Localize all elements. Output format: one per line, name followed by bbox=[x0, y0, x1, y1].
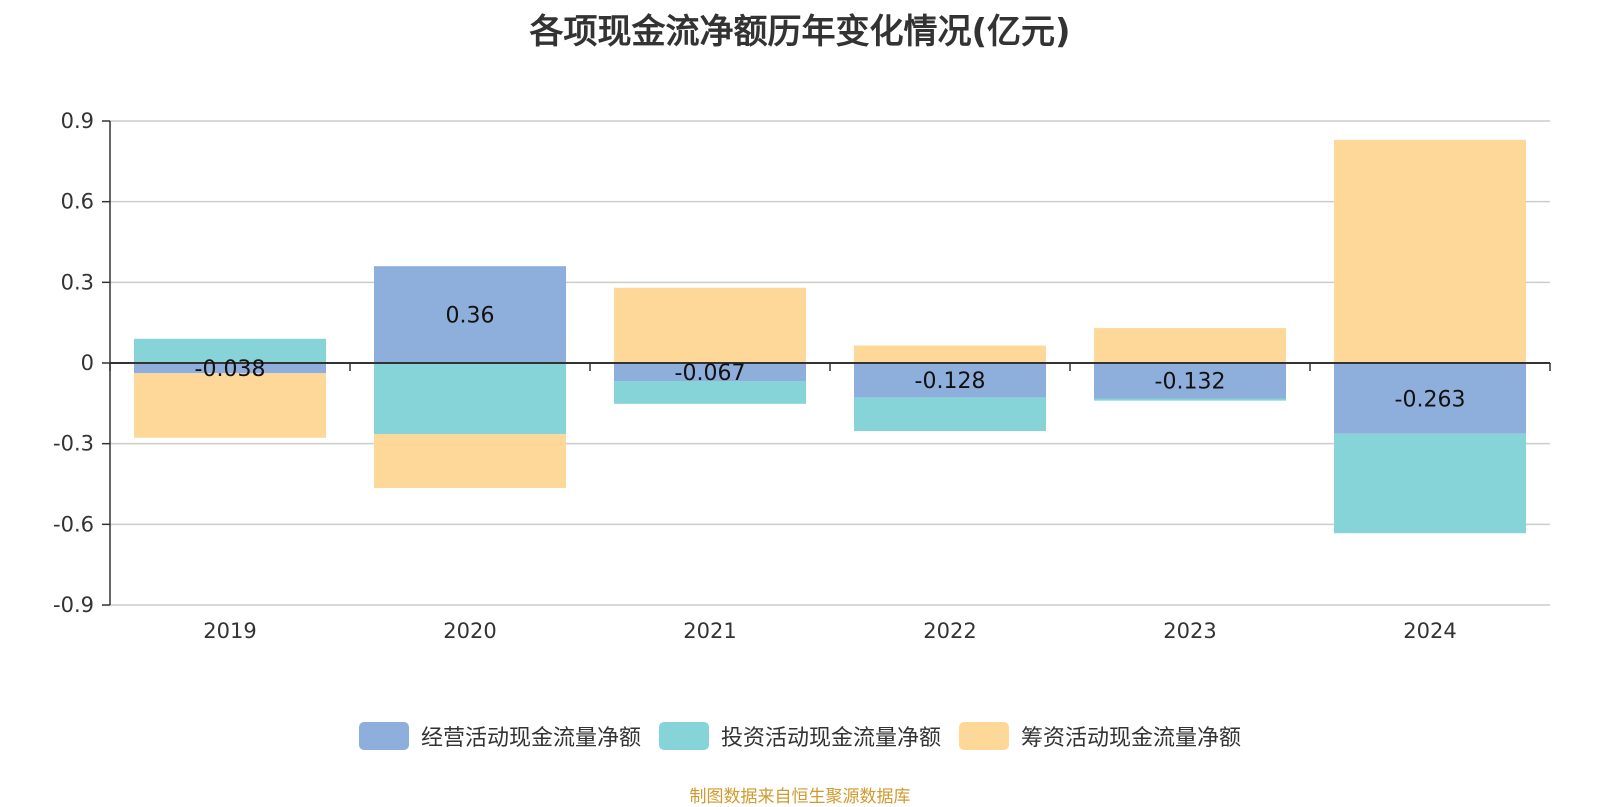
bar-series-1-2020 bbox=[374, 363, 566, 435]
bar-series-1-2022 bbox=[854, 397, 1046, 432]
legend-swatch bbox=[959, 722, 1009, 750]
legend-item-2[interactable]: 筹资活动现金流量净额 bbox=[959, 720, 1241, 752]
data-label-2020: 0.36 bbox=[446, 304, 495, 329]
legend-label: 经营活动现金流量净额 bbox=[420, 726, 641, 751]
bar-series-2-2022 bbox=[854, 345, 1046, 363]
bar-series-2-2023 bbox=[1094, 328, 1286, 363]
data-label-2024: -0.263 bbox=[1395, 387, 1466, 412]
bar-series-0-2023 bbox=[1094, 363, 1286, 399]
bar-series-2-2021 bbox=[614, 287, 806, 363]
bar-series-0-2024 bbox=[1334, 363, 1526, 434]
bar-series-1-2024 bbox=[1334, 433, 1526, 534]
bar-series-2-2019 bbox=[134, 373, 326, 438]
bar-series-0-2021 bbox=[614, 363, 806, 382]
x-tick-label: 2023 bbox=[1163, 619, 1216, 643]
y-tick-label: 0 bbox=[81, 351, 94, 375]
bar-series-0-2019 bbox=[134, 363, 326, 374]
stacked-bar-chart: 0.9 0.6 0.3 0 -0.3 -0.6 -0.9 2019 2020 2021 2022 20… bbox=[53, 109, 1551, 643]
legend-label: 筹资活动现金流量净额 bbox=[1021, 726, 1242, 751]
source-note: 制图数据来自恒生聚源数据库 bbox=[689, 787, 911, 807]
x-tick-label: 2019 bbox=[203, 619, 256, 643]
x-tick-label: 2020 bbox=[443, 619, 496, 643]
y-tick-label: -0.3 bbox=[53, 432, 94, 456]
data-label-2023: -0.132 bbox=[1155, 370, 1226, 395]
bar-series-1-2019 bbox=[134, 338, 326, 363]
bar-series-0-2020 bbox=[374, 266, 566, 363]
legend-swatch bbox=[358, 722, 409, 750]
y-tick-label: -0.6 bbox=[53, 512, 94, 536]
y-tick-label: 0.3 bbox=[61, 270, 94, 294]
legend-item-1[interactable]: 投资活动现金流量净额 bbox=[658, 720, 941, 752]
legend-item-0[interactable]: 经营活动现金流量净额 bbox=[358, 720, 641, 752]
legend: 经营活动现金流量净额 投资活动现金流量净额 筹资活动现金流量净额 bbox=[0, 720, 1600, 752]
y-tick-label: 0.6 bbox=[61, 190, 94, 214]
data-label-2021: -0.067 bbox=[675, 361, 746, 386]
y-tick-label: -0.9 bbox=[53, 593, 94, 617]
grid-lines bbox=[110, 120, 1550, 606]
chart-title: 各项现金流净额历年变化情况(亿元) bbox=[529, 12, 1071, 52]
bars bbox=[134, 139, 1526, 534]
data-label-2019: -0.038 bbox=[195, 357, 266, 382]
data-label-2022: -0.128 bbox=[915, 369, 986, 394]
axes: 0.9 0.6 0.3 0 -0.3 -0.6 -0.9 2019 2020 2021 2022 20… bbox=[53, 109, 1551, 643]
x-tick-label: 2024 bbox=[1403, 619, 1456, 643]
bar-series-0-2022 bbox=[854, 363, 1046, 398]
bar-series-2-2020 bbox=[374, 434, 566, 489]
bar-series-2-2024 bbox=[1334, 139, 1526, 363]
x-tick-label: 2021 bbox=[683, 619, 736, 643]
y-tick-label: 0.9 bbox=[61, 109, 94, 133]
bar-series-1-2023 bbox=[1094, 398, 1286, 401]
legend-label: 投资活动现金流量净额 bbox=[720, 726, 941, 751]
data-labels: -0.038 0.36 -0.067 -0.128 -0.132 -0.263 bbox=[195, 304, 1466, 413]
bar-series-1-2021 bbox=[614, 381, 806, 404]
x-tick-label: 2022 bbox=[923, 619, 976, 643]
legend-swatch bbox=[658, 722, 709, 750]
